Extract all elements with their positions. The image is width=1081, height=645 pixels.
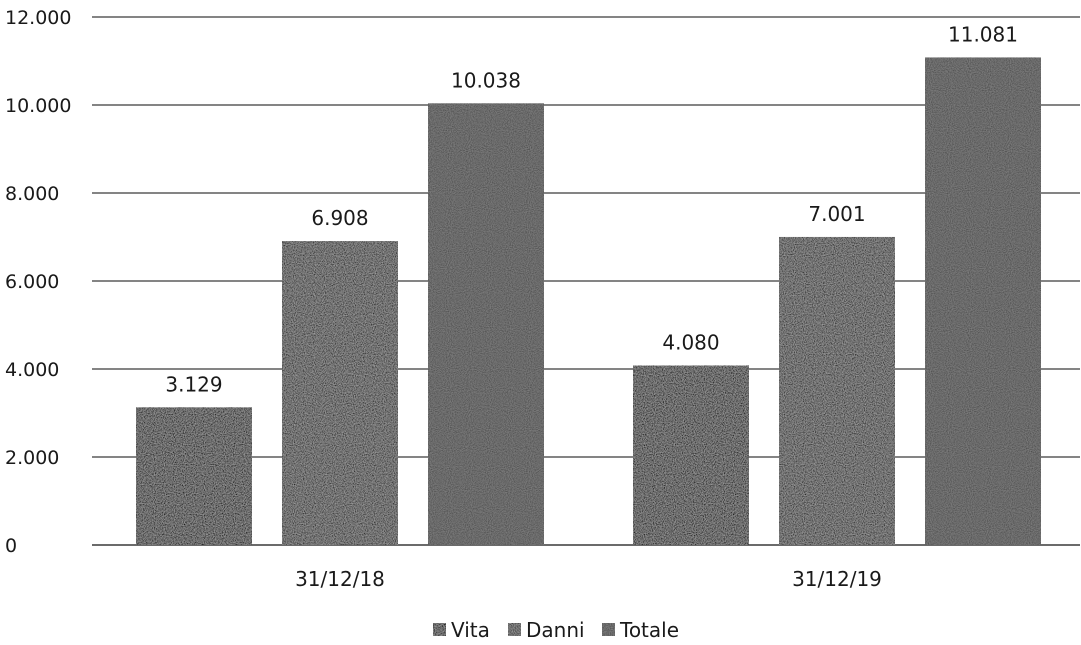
y-tick-label: 4.000 [5,359,59,381]
data-label-danni-1: 6.908 [311,206,368,230]
data-label-danni-2: 7.001 [808,202,865,226]
legend-swatch-danni [508,623,521,636]
x-category-label: 31/12/18 [295,567,385,591]
bar-totale-2 [925,57,1041,545]
data-label-totale-2: 11.081 [948,22,1018,46]
y-tick-label: 6.000 [5,271,59,293]
gridlines [92,16,1080,546]
legend: Vita Danni Totale [433,618,679,642]
bar-danni-2 [779,236,895,545]
data-label-totale-1: 10.038 [451,68,521,92]
x-axis-category-labels: 31/12/18 31/12/19 [295,567,882,591]
bar-vita-2 [633,365,749,545]
data-labels: 3.129 6.908 10.038 4.080 7.001 11.081 [165,22,1018,396]
y-tick-label: 2.000 [5,447,59,469]
bar-vita-1 [136,407,252,545]
y-tick-label: 8.000 [5,183,59,205]
y-axis-tick-labels: 0 2.000 4.000 6.000 8.000 10.000 12.000 [5,7,71,557]
y-tick-label: 10.000 [5,95,71,117]
legend-label-danni: Danni [526,618,585,642]
legend-label-totale: Totale [619,618,679,642]
data-label-vita-1: 3.129 [165,372,222,396]
y-tick-label: 0 [5,535,17,557]
legend-swatch-totale [602,623,615,636]
data-label-vita-2: 4.080 [662,330,719,354]
legend-label-vita: Vita [451,618,490,642]
legend-swatch-vita [433,623,446,636]
bar-danni-1 [282,241,398,545]
x-category-label: 31/12/19 [792,567,882,591]
bar-totale-1 [428,103,544,545]
y-tick-label: 12.000 [5,7,71,29]
bars [136,57,1041,545]
